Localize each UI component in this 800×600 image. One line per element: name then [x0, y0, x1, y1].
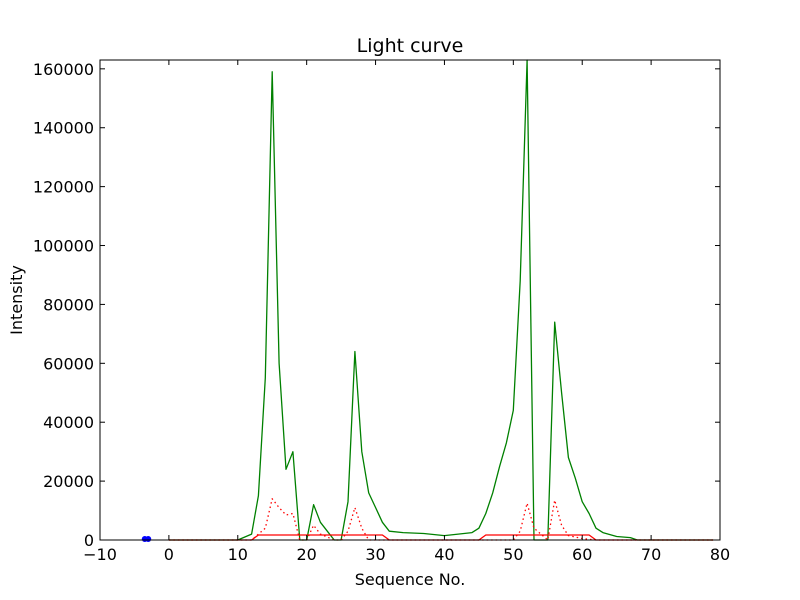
x-tick-label: 20	[296, 545, 316, 564]
series-3-marker	[145, 536, 152, 542]
y-tick-label: 40000	[43, 413, 94, 432]
x-tick-label: 0	[164, 545, 174, 564]
series-0-line	[168, 59, 714, 541]
series-layer	[141, 59, 714, 542]
x-tick-label: 10	[228, 545, 248, 564]
y-tick-label: 80000	[43, 295, 94, 314]
ticks-layer: −10 0 10 20 30 40 50 60 70 8002000040000600008000…	[33, 60, 730, 564]
y-tick-label: 100000	[33, 237, 94, 256]
chart-title: Light curve	[357, 35, 464, 57]
x-tick-label: 40	[434, 545, 454, 564]
y-tick-label: 120000	[33, 178, 94, 197]
y-tick-label: 140000	[33, 119, 94, 138]
y-tick-label: 0	[84, 531, 94, 550]
y-tick-label: 60000	[43, 354, 94, 373]
x-tick-label: 60	[572, 545, 592, 564]
x-tick-label: 50	[503, 545, 523, 564]
plot-frame	[99, 59, 721, 541]
x-axis-label: Sequence No.	[355, 570, 466, 589]
x-tick-label: −10	[83, 545, 117, 564]
series-1-line	[168, 498, 714, 541]
y-tick-label: 160000	[33, 60, 94, 79]
y-axis-label: Intensity	[7, 265, 26, 335]
y-tick-label: 20000	[43, 472, 94, 491]
x-tick-label: 80	[710, 545, 730, 564]
x-tick-label: 30	[365, 545, 385, 564]
x-tick-label: 70	[641, 545, 661, 564]
